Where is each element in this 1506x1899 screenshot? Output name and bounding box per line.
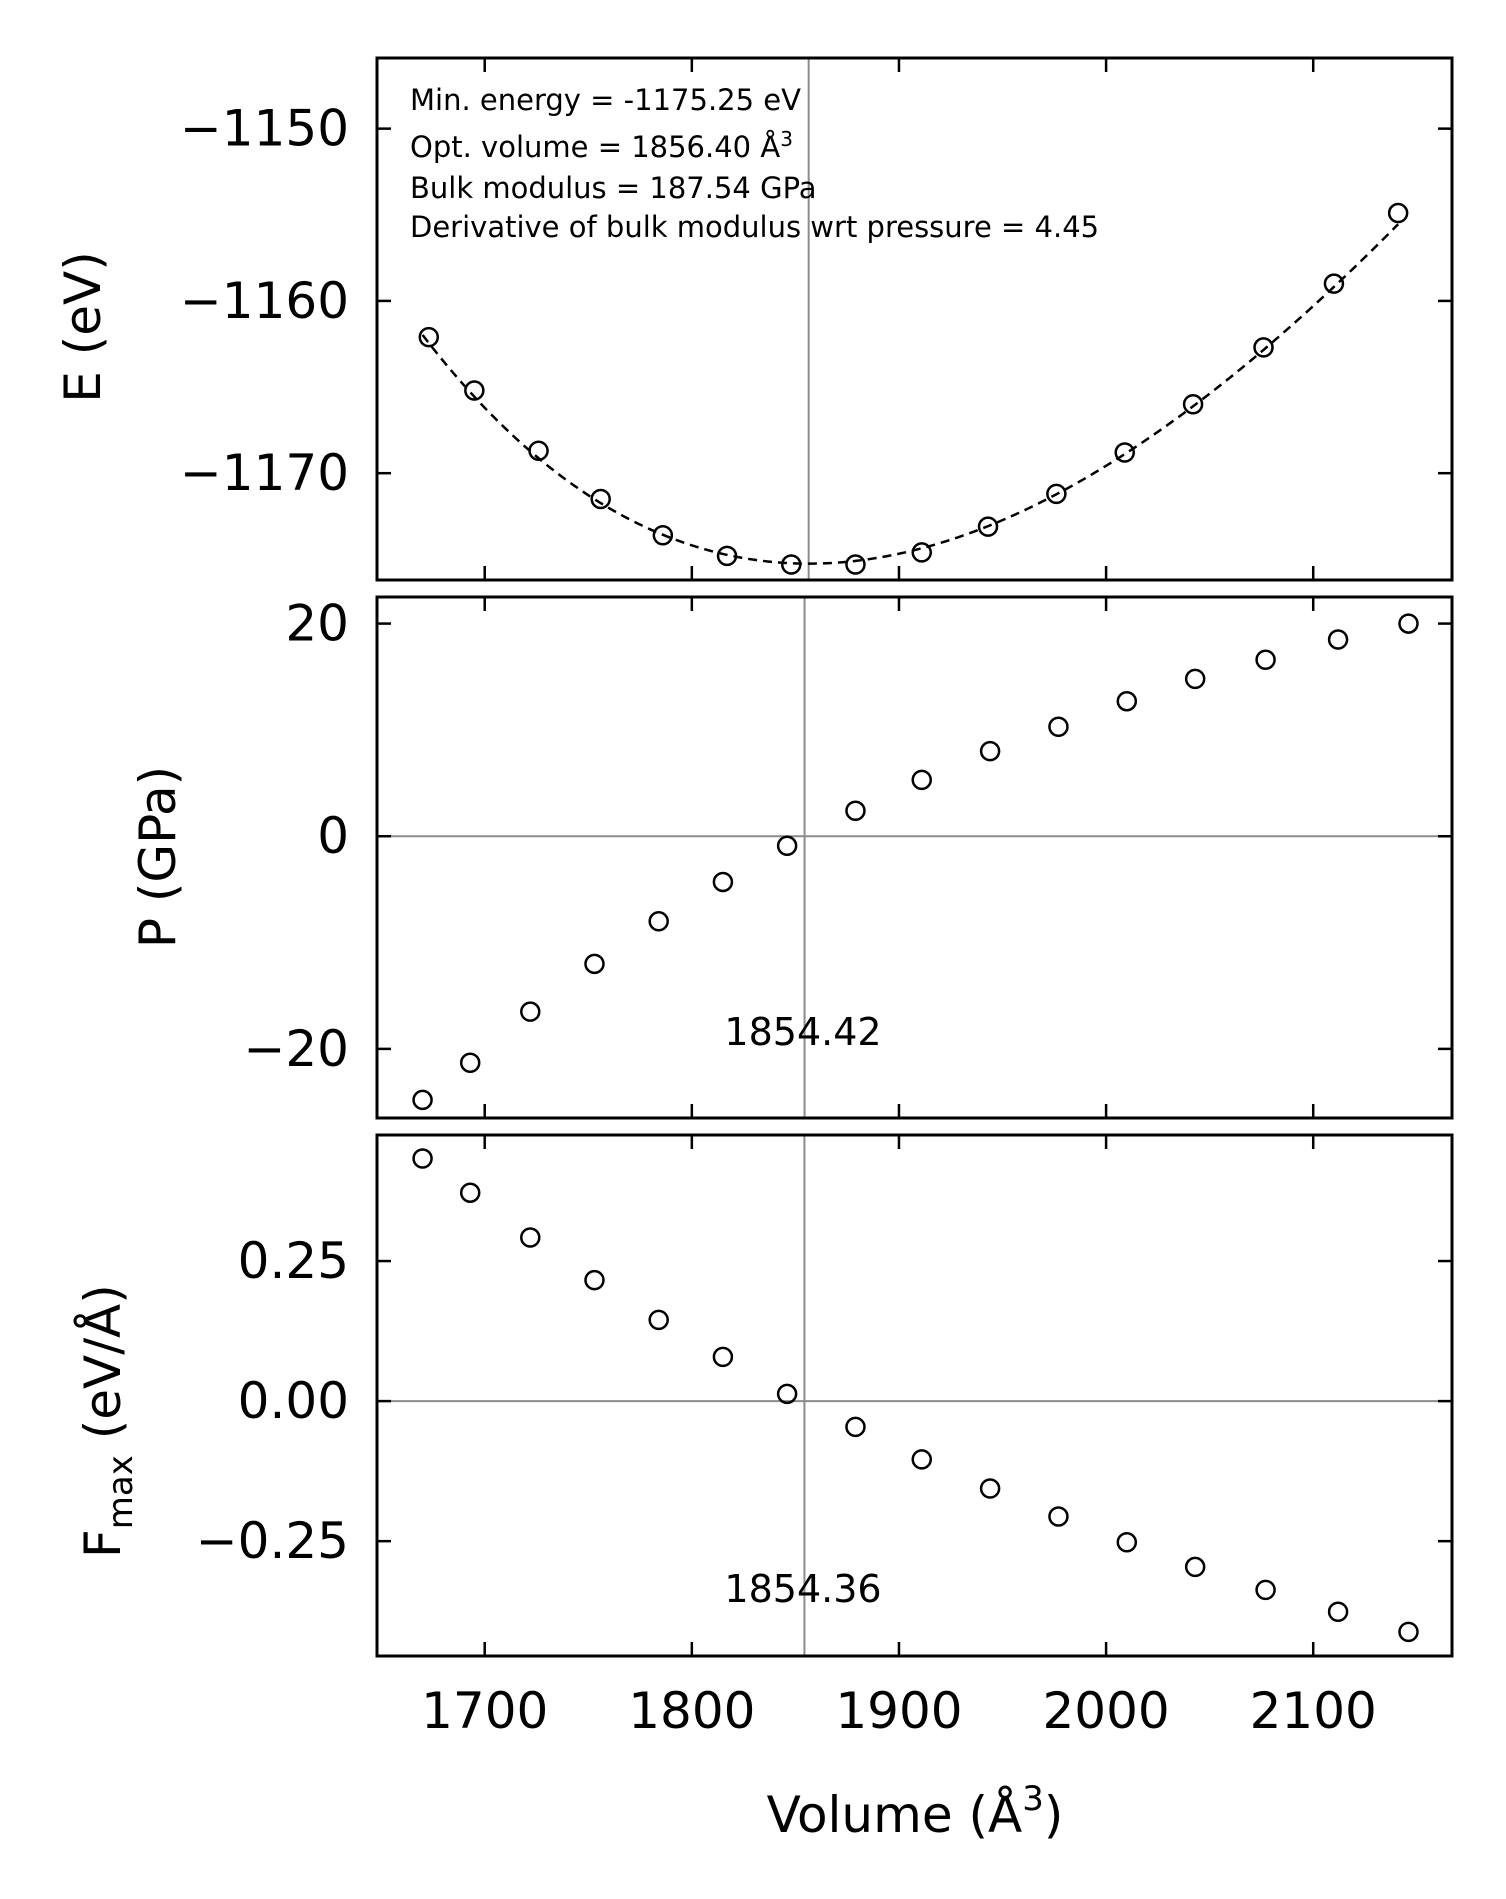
force-data-point — [648, 1309, 669, 1331]
pressure-plot-frame — [375, 595, 1454, 1120]
pressure-data-point — [459, 1052, 481, 1073]
x-tick-label: 1700 — [421, 1682, 548, 1740]
x-tick-label: 2100 — [1250, 1682, 1377, 1740]
pressure-ytick-label: 0 — [317, 807, 349, 865]
pressure-data-point — [712, 871, 734, 893]
energy-data-point — [590, 488, 611, 510]
energy-ytick-label: −1160 — [180, 272, 349, 330]
energy-annotation-line2: Opt. volume = 1856.40 Å3 — [410, 127, 793, 164]
energy-panel: E (eV) Min. energy = -1175.25 eV Opt. vo… — [54, 58, 1099, 580]
energy-data-point — [977, 516, 999, 537]
force-data-point — [1255, 1579, 1276, 1601]
energy-data-point — [418, 326, 440, 348]
force-data-point — [1398, 1621, 1419, 1643]
pressure-ytick-label: 20 — [285, 595, 349, 653]
x-tick-label: 1900 — [835, 1682, 962, 1740]
energy-data-point — [845, 554, 866, 575]
force-zero-crossing-label: 1854.36 — [724, 1567, 881, 1611]
force-ytick-label: −0.25 — [196, 1512, 349, 1570]
pressure-ylabel: P (GPa) — [129, 766, 187, 948]
pressure-data-point — [845, 800, 866, 821]
energy-data-point — [1323, 273, 1345, 294]
pressure-data-point — [584, 953, 605, 975]
energy-data-point — [464, 380, 485, 401]
pressure-ytick-label: −20 — [243, 1020, 349, 1078]
pressure-data-point — [520, 1001, 541, 1022]
energy-annotation-line1: Min. energy = -1175.25 eV — [410, 83, 801, 117]
force-data-point — [412, 1148, 433, 1169]
force-data-point — [1048, 1506, 1069, 1527]
force-ytick-label: 0.25 — [238, 1232, 349, 1290]
pressure-data-point — [1184, 668, 1206, 690]
force-data-point — [845, 1416, 866, 1438]
pressure-data-point — [648, 911, 669, 932]
force-data-point — [1327, 1601, 1349, 1622]
chart-marks: −1150 −1160 −1170 20 0 −20 0.25 0.00 −0.25 1700 18… — [180, 56, 1454, 1740]
force-data-point — [520, 1227, 541, 1248]
energy-data-point — [1182, 394, 1204, 415]
pressure-data-point — [1116, 690, 1138, 712]
pressure-data-point — [1255, 649, 1276, 670]
force-data-point — [911, 1449, 932, 1470]
energy-ytick-label: −1170 — [180, 444, 349, 502]
energy-data-point — [1114, 442, 1135, 463]
pressure-data-point — [1048, 716, 1069, 737]
energy-data-point — [716, 545, 738, 567]
energy-data-point — [1046, 483, 1067, 505]
force-ylabel: Fmax (eV/Å) — [74, 1284, 141, 1558]
energy-annotation-line3: Bulk modulus = 187.54 GPa — [410, 171, 817, 205]
force-ytick-label: 0.00 — [238, 1372, 349, 1430]
energy-ylabel: E (eV) — [54, 251, 112, 402]
energy-fit-curve — [421, 223, 1400, 565]
energy-data-point — [1387, 202, 1409, 224]
force-data-point — [584, 1269, 605, 1291]
energy-ytick-label: −1150 — [180, 100, 349, 158]
force-data-point — [776, 1383, 798, 1405]
x-tick-label: 1800 — [628, 1682, 755, 1740]
energy-data-point — [911, 542, 932, 563]
force-data-point — [979, 1478, 1001, 1499]
energy-data-point — [528, 440, 549, 462]
pressure-panel-guides — [377, 597, 1452, 1118]
force-panel: Fmax (eV/Å) 1854.36 — [74, 1135, 1452, 1656]
force-data-point — [459, 1182, 481, 1203]
force-panel-guides — [377, 1135, 1452, 1656]
pressure-data-point — [911, 769, 932, 791]
energy-data-point — [781, 554, 802, 575]
force-data-point — [1184, 1556, 1206, 1578]
pressure-data-point — [776, 835, 798, 857]
x-tick-label: 2000 — [1042, 1682, 1169, 1740]
pressure-data-point — [979, 740, 1001, 762]
energy-data-point — [652, 524, 674, 546]
pressure-zero-crossing-label: 1854.42 — [724, 1010, 881, 1054]
force-data-point — [1116, 1532, 1138, 1553]
energy-plot-frame — [375, 56, 1454, 582]
pressure-panel: P (GPa) 1854.42 — [129, 597, 1452, 1118]
force-plot-frame — [375, 1133, 1454, 1658]
energy-data-point — [1253, 337, 1274, 358]
x-axis-title: Volume (Å3) — [767, 1779, 1064, 1844]
pressure-data-point — [1398, 613, 1419, 634]
force-data-point — [712, 1346, 734, 1368]
energy-annotation-line4: Derivative of bulk modulus wrt pressure … — [410, 210, 1099, 244]
pressure-data-point — [1327, 629, 1349, 650]
pressure-data-point — [412, 1089, 433, 1111]
